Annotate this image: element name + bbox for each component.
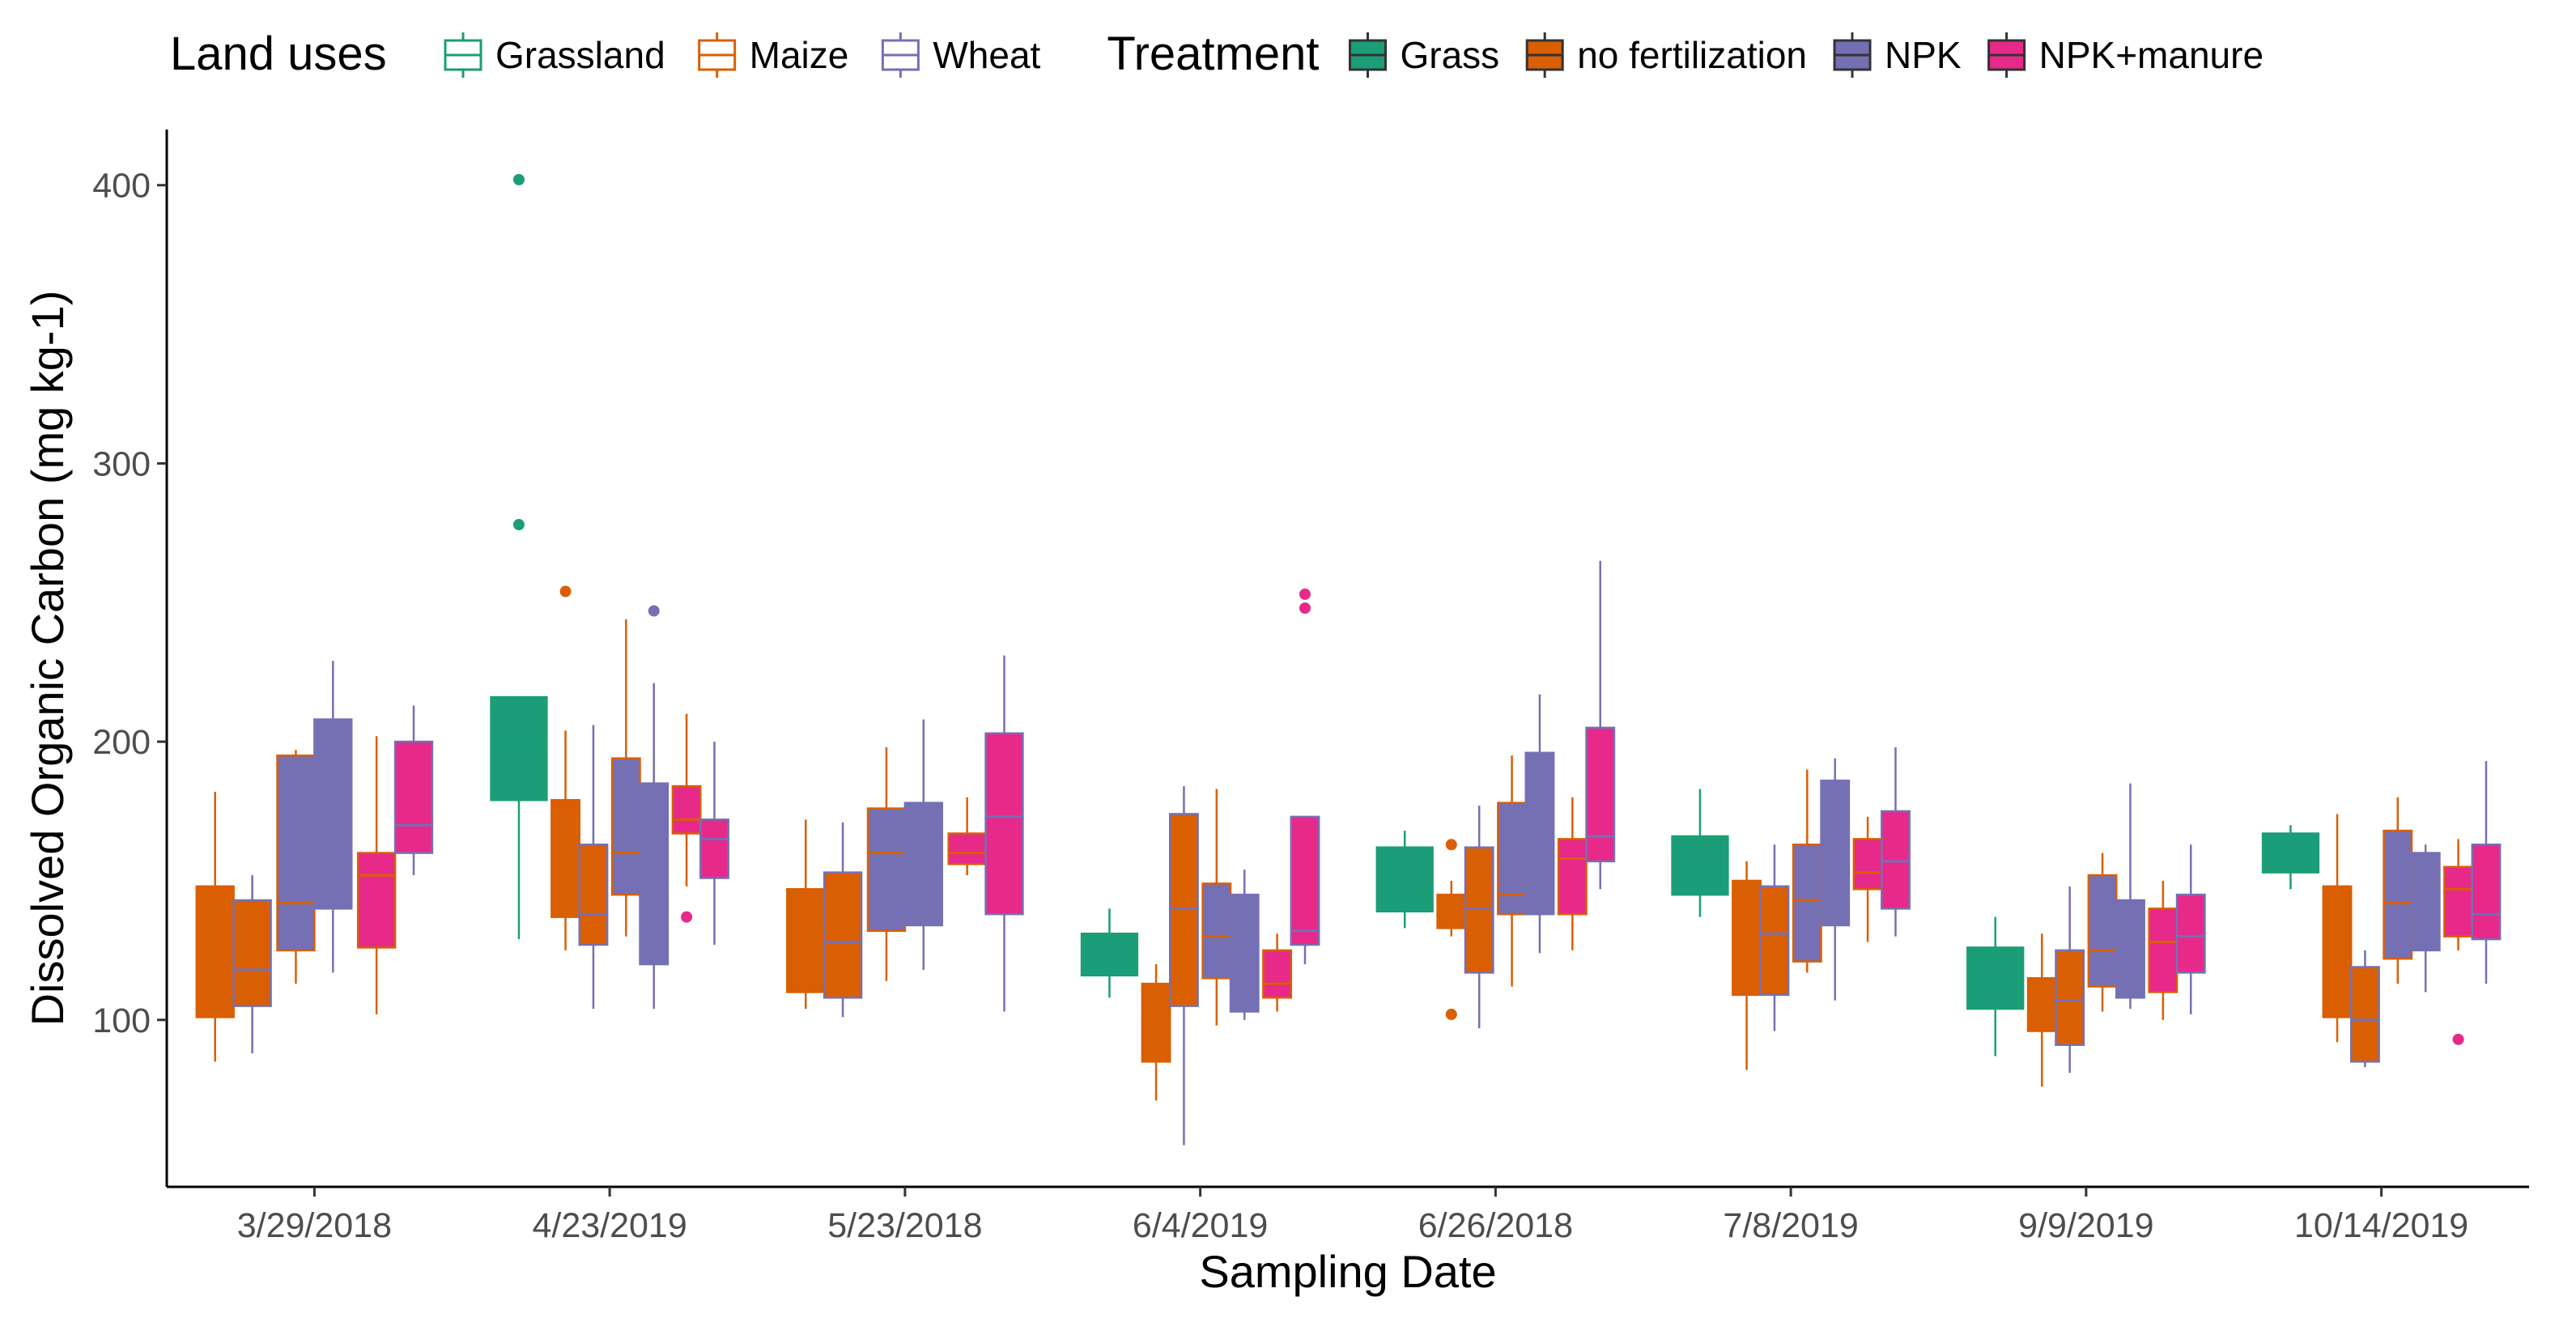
box-6-26-2018-no-fertilization-maize-outlier-0	[1445, 1008, 1457, 1020]
legend-label-npk-manure: NPK+manure	[2039, 34, 2264, 76]
box-5-23-2018-npk-manure-wheat	[984, 732, 1024, 916]
box-6-26-2018-npk-manure-wheat	[1585, 726, 1616, 863]
box-7-8-2019-grass-grassland	[1671, 835, 1729, 896]
box-6-26-2018-npk-wheat	[1524, 751, 1555, 916]
x-tick-label-10-14-2019: 10/14/2019	[2294, 1206, 2468, 1245]
y-axis-title: Dissolved Organic Carbon (mg kg-1)	[22, 291, 73, 1027]
box-5-23-2018-no-fertilization-wheat	[823, 871, 863, 999]
box-10-14-2019-npk-manure-wheat	[2471, 844, 2502, 941]
box-9-9-2019-npk-manure-maize	[2148, 908, 2179, 993]
box-6-4-2019-npk-maize	[1201, 882, 1232, 980]
x-tick-label-6-26-2018: 6/26/2018	[1418, 1206, 1573, 1245]
box-6-26-2018-no-fertilization-wheat	[1464, 846, 1494, 974]
box-3-29-2018-no-fertilization-maize	[195, 885, 235, 1018]
box-3-29-2018-npk-manure-maize	[356, 852, 397, 949]
y-tick-label-100: 100	[92, 1001, 151, 1040]
x-tick-label-9-9-2019: 9/9/2019	[2018, 1206, 2153, 1245]
box-6-4-2019-grass-grassland	[1080, 932, 1139, 977]
box-5-23-2018-npk-manure-maize	[947, 832, 987, 865]
box-6-26-2018-npk-maize	[1497, 801, 1528, 916]
legend-label-wheat: Wheat	[933, 34, 1040, 76]
box-4-23-2019-no-fertilization-wheat	[578, 844, 609, 946]
box-7-8-2019-npk-maize	[1792, 844, 1822, 963]
box-10-14-2019-no-fertilization-maize	[2322, 885, 2353, 1018]
box-7-8-2019-no-fertilization-maize	[1732, 879, 1762, 997]
box-6-4-2019-npk-manure-wheat	[1290, 815, 1320, 946]
box-10-14-2019-no-fertilization-wheat	[2349, 966, 2380, 1063]
box-6-26-2018-no-fertilization-maize	[1436, 893, 1467, 929]
box-3-29-2018-npk-wheat	[313, 718, 353, 910]
x-tick-label-5-23-2018: 5/23/2018	[827, 1206, 982, 1245]
box-4-23-2019-npk-maize	[610, 757, 641, 896]
box-6-4-2019-no-fertilization-wheat	[1168, 813, 1199, 1007]
box-4-23-2019-npk-manure-maize	[671, 784, 702, 835]
box-9-9-2019-npk-maize	[2087, 874, 2118, 988]
box-4-23-2019-grass-grassland	[490, 695, 548, 801]
box-9-9-2019-no-fertilization-wheat	[2055, 949, 2085, 1046]
box-3-29-2018-no-fertilization-wheat	[232, 899, 272, 1007]
box-4-23-2019-npk-wheat	[639, 782, 670, 966]
x-tick-label-7-8-2019: 7/8/2019	[1723, 1206, 1858, 1245]
box-9-9-2019-npk-manure-wheat	[2175, 893, 2206, 974]
legend-title-treatment: Treatment	[1107, 28, 1319, 80]
x-tick-label-6-4-2019: 6/4/2019	[1133, 1206, 1268, 1245]
box-5-23-2018-no-fertilization-maize	[786, 888, 826, 993]
box-7-8-2019-no-fertilization-wheat	[1759, 885, 1790, 997]
x-axis-title: Sampling Date	[1199, 1246, 1496, 1297]
box-4-23-2019-npk-manure-wheat	[699, 818, 729, 879]
box-10-14-2019-npk-manure-maize	[2443, 865, 2474, 937]
box-6-26-2018-grass-grassland	[1375, 846, 1434, 913]
box-7-8-2019-npk-manure-maize	[1852, 838, 1883, 891]
box-6-4-2019-npk-manure-maize	[1262, 949, 1293, 999]
box-10-14-2019-npk-maize	[2383, 829, 2413, 960]
box-6-26-2018-no-fertilization-maize-outlier-1	[1445, 839, 1457, 851]
y-tick-label-300: 300	[92, 444, 151, 483]
box-3-29-2018-npk-manure-wheat	[393, 740, 434, 854]
box-5-23-2018-npk-wheat	[903, 801, 943, 927]
box-4-23-2019-no-fertilization-maize	[550, 799, 580, 918]
x-tick-label-4-23-2019: 4/23/2019	[532, 1206, 687, 1245]
box-6-4-2019-npk-manure-wheat-outlier-0	[1299, 602, 1311, 614]
box-4-23-2019-npk-wheat-outlier-0	[648, 605, 660, 617]
box-6-4-2019-no-fertilization-maize	[1141, 982, 1171, 1063]
box-4-23-2019-npk-manure-maize-outlier-0	[681, 911, 693, 923]
y-tick-label-200: 200	[92, 723, 151, 762]
legend-label-grassland: Grassland	[495, 34, 665, 76]
box-7-8-2019-npk-wheat	[1820, 779, 1851, 927]
legend-label-maize: Maize	[750, 34, 849, 76]
box-4-23-2019-grass-grassland-outlier-0	[512, 519, 525, 531]
box-9-9-2019-npk-wheat	[2115, 899, 2145, 999]
box-3-29-2018-npk-maize	[276, 755, 316, 952]
box-10-14-2019-npk-manure-maize-outlier-0	[2452, 1033, 2464, 1045]
legend-label-grass: Grass	[1401, 34, 1500, 76]
y-tick-label-400: 400	[92, 167, 151, 206]
box-6-4-2019-npk-manure-wheat-outlier-1	[1299, 588, 1311, 600]
legend-label-no-fertilization: no fertilization	[1577, 34, 1807, 76]
box-6-26-2018-npk-manure-maize	[1557, 838, 1588, 916]
box-4-23-2019-grass-grassland-outlier-1	[512, 173, 525, 185]
box-7-8-2019-npk-manure-wheat	[1881, 810, 1911, 910]
box-4-23-2019-no-fertilization-maize-outlier-0	[559, 585, 572, 597]
box-9-9-2019-grass-grassland	[1966, 946, 2025, 1010]
box-6-4-2019-npk-wheat	[1229, 893, 1260, 1013]
legend-label-npk: NPK	[1885, 34, 1962, 76]
legend-title-land-uses: Land uses	[170, 28, 387, 80]
box-10-14-2019-npk-wheat	[2410, 852, 2441, 952]
box-5-23-2018-npk-maize	[866, 807, 907, 933]
box-9-9-2019-no-fertilization-maize	[2026, 976, 2057, 1032]
x-tick-label-3-29-2018: 3/29/2018	[237, 1206, 392, 1245]
